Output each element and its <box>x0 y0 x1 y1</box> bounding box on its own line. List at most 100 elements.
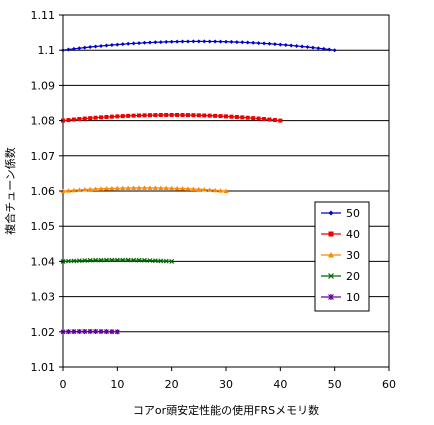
y-tick-label: 1.09 <box>31 79 56 92</box>
data-point <box>283 43 288 48</box>
data-point <box>190 186 196 191</box>
data-point <box>136 257 142 263</box>
x-tick-label: 0 <box>60 378 67 391</box>
data-point <box>120 42 125 47</box>
data-point <box>98 186 104 191</box>
data-point <box>202 113 207 118</box>
y-tick-label: 1.02 <box>31 326 56 339</box>
data-point <box>115 42 120 47</box>
legend-label: 30 <box>346 249 360 262</box>
data-point <box>196 113 201 118</box>
data-point <box>234 114 239 119</box>
data-point <box>76 258 82 264</box>
series-40 <box>61 112 283 123</box>
data-point <box>218 188 224 193</box>
data-point <box>109 114 114 119</box>
legend: 50 40 30 20 10 <box>314 201 370 312</box>
data-point <box>278 118 283 123</box>
data-point <box>310 45 315 50</box>
legend-label: 20 <box>346 270 360 283</box>
data-point <box>142 113 147 118</box>
data-point <box>87 328 93 334</box>
data-point <box>218 39 223 44</box>
data-point <box>169 112 174 117</box>
data-point <box>98 329 104 335</box>
data-point <box>196 186 202 192</box>
y-tick-label: 1.06 <box>31 185 56 198</box>
data-point <box>82 45 87 50</box>
data-point <box>137 113 142 118</box>
data-point <box>93 115 98 120</box>
data-point <box>76 187 82 192</box>
legend-label: 50 <box>346 207 360 220</box>
data-point <box>272 118 277 123</box>
y-axis-title: 複合チューン係数 <box>3 147 17 234</box>
data-point <box>142 257 147 263</box>
data-point <box>104 257 109 263</box>
data-point <box>180 39 185 44</box>
data-point <box>71 258 77 264</box>
data-point <box>131 41 136 46</box>
data-point <box>76 329 82 335</box>
data-point <box>174 185 180 191</box>
data-point <box>71 46 76 51</box>
data-point <box>147 185 153 190</box>
data-point <box>218 114 223 119</box>
data-point <box>109 329 115 335</box>
legend-box <box>314 201 370 312</box>
data-point <box>103 186 109 191</box>
data-point <box>262 41 267 46</box>
data-point <box>109 43 114 48</box>
data-point <box>109 257 115 263</box>
data-point <box>126 113 131 118</box>
data-point <box>202 39 207 44</box>
data-point <box>256 41 261 46</box>
data-point <box>180 113 185 118</box>
legend-item-40: 40 <box>321 228 360 241</box>
data-point <box>114 185 120 191</box>
data-point <box>229 39 234 44</box>
x-tick-label: 40 <box>273 378 287 391</box>
data-point <box>125 185 131 190</box>
data-point <box>136 185 142 190</box>
data-point <box>267 41 272 46</box>
data-point <box>93 44 98 49</box>
y-tick-label: 1.08 <box>31 115 56 128</box>
data-point <box>115 114 120 119</box>
data-point <box>114 257 120 263</box>
data-point <box>131 113 136 118</box>
data-point <box>328 273 334 279</box>
y-tick-label: 1.07 <box>31 150 56 163</box>
data-point <box>77 117 82 122</box>
data-point <box>163 258 169 264</box>
data-point <box>109 185 115 191</box>
data-point <box>207 113 212 118</box>
data-point <box>99 115 104 120</box>
data-point <box>158 113 163 118</box>
data-point <box>82 328 88 334</box>
data-point <box>137 41 142 46</box>
data-point <box>300 44 305 49</box>
data-point <box>267 117 272 122</box>
data-point <box>152 258 158 264</box>
y-tick-label: 1.04 <box>31 255 56 268</box>
x-axis-title: コアor頭安定性能の使用FRSメモリ数 <box>133 403 319 417</box>
series-50 <box>61 39 337 53</box>
data-point <box>229 114 234 119</box>
data-point <box>82 258 88 263</box>
series-10 <box>60 328 120 335</box>
x-tick-label: 30 <box>219 378 233 391</box>
data-point <box>93 186 99 191</box>
legend-item-10: 10 <box>321 291 360 304</box>
data-point <box>125 257 131 263</box>
data-point <box>234 40 239 45</box>
data-point <box>147 40 152 45</box>
data-point <box>321 46 326 51</box>
data-point <box>164 112 169 117</box>
data-point <box>305 45 310 50</box>
data-point <box>245 115 250 120</box>
data-point <box>207 187 213 192</box>
data-point <box>256 116 261 121</box>
data-point <box>93 328 99 334</box>
